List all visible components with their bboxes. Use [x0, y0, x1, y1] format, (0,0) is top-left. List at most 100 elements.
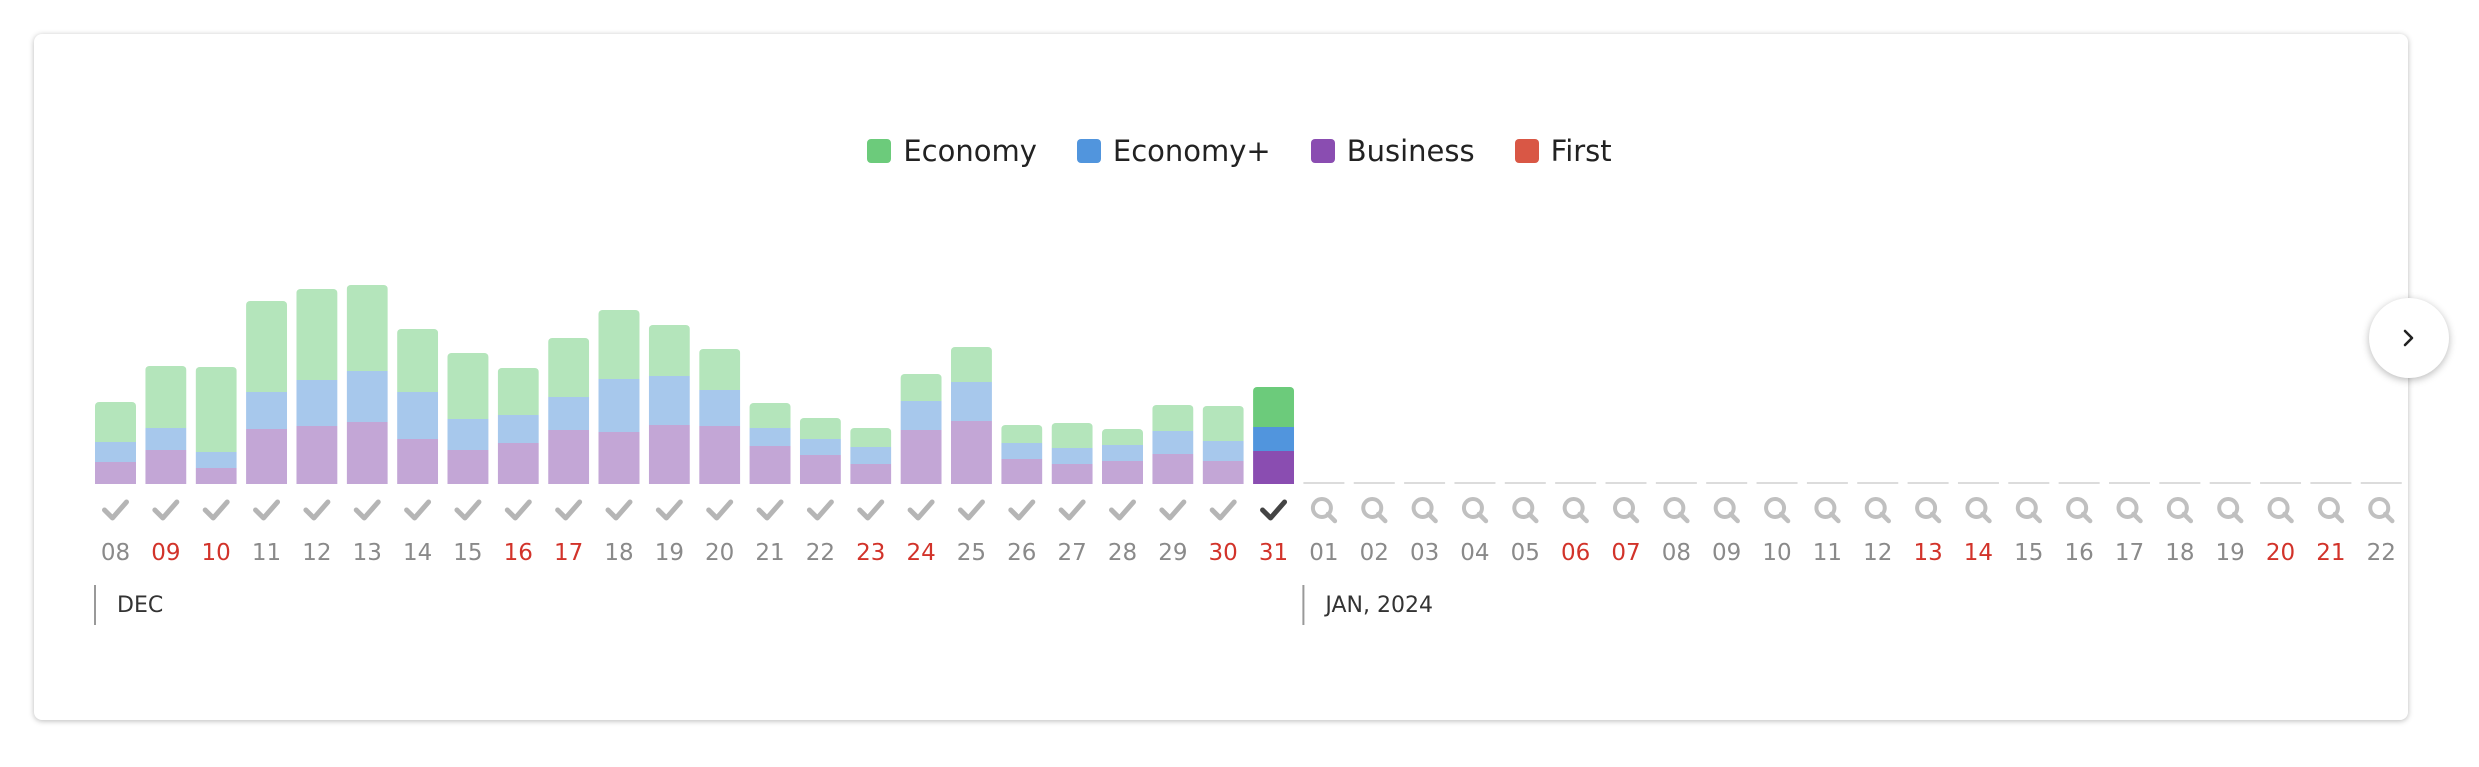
- bar-economy[interactable]: [195, 367, 237, 452]
- bar-stack-17[interactable]: [548, 338, 590, 484]
- bar-economy-plus[interactable]: [799, 439, 841, 455]
- bar-business[interactable]: [799, 455, 841, 484]
- bar-stack-13[interactable]: [346, 285, 388, 484]
- bar-economy-plus[interactable]: [598, 379, 640, 432]
- bar-economy-plus[interactable]: [699, 390, 741, 426]
- bar-economy-plus[interactable]: [195, 452, 237, 468]
- bar-economy-plus[interactable]: [1253, 427, 1295, 451]
- bar-economy-plus[interactable]: [1102, 445, 1143, 461]
- bar-economy[interactable]: [1102, 429, 1143, 445]
- bar-business[interactable]: [1001, 459, 1043, 484]
- bar-business[interactable]: [195, 468, 237, 484]
- legend-item-first[interactable]: First: [1514, 134, 1612, 168]
- bar-economy[interactable]: [1152, 405, 1194, 431]
- bar-economy[interactable]: [548, 338, 590, 397]
- bar-business[interactable]: [950, 421, 992, 484]
- bar-economy[interactable]: [246, 301, 288, 392]
- bar-economy[interactable]: [1001, 425, 1043, 443]
- bar-economy[interactable]: [145, 366, 187, 428]
- next-page-button[interactable]: [2369, 298, 2449, 378]
- bar-business[interactable]: [145, 450, 187, 484]
- bar-stack-26[interactable]: [1001, 425, 1043, 484]
- legend-item-economy-plus[interactable]: Economy+: [1076, 134, 1271, 168]
- bar-economy-plus[interactable]: [95, 442, 136, 462]
- legend-item-economy[interactable]: Economy: [867, 134, 1037, 168]
- bar-business[interactable]: [749, 446, 791, 484]
- bar-economy[interactable]: [397, 329, 439, 392]
- bar-economy-plus[interactable]: [749, 428, 791, 446]
- bar-economy[interactable]: [296, 289, 338, 380]
- bar-business[interactable]: [296, 426, 338, 484]
- bar-economy-plus[interactable]: [950, 382, 992, 421]
- bar-stack-19[interactable]: [648, 325, 690, 484]
- bar-economy-plus[interactable]: [246, 392, 288, 429]
- bar-stack-14[interactable]: [397, 329, 439, 484]
- bar-economy[interactable]: [346, 285, 388, 371]
- bar-economy[interactable]: [1253, 387, 1295, 427]
- bar-economy-plus[interactable]: [447, 419, 489, 450]
- bar-business[interactable]: [1152, 454, 1194, 484]
- bar-economy[interactable]: [699, 349, 741, 390]
- bar-economy[interactable]: [850, 428, 892, 447]
- bar-business[interactable]: [497, 443, 539, 484]
- bar-stack-31[interactable]: [1253, 387, 1295, 484]
- bar-stack-25[interactable]: [950, 347, 992, 484]
- bar-business[interactable]: [548, 430, 590, 484]
- bar-business[interactable]: [1051, 464, 1093, 484]
- bar-stack-24[interactable]: [900, 374, 942, 484]
- bar-stack-12[interactable]: [296, 289, 338, 484]
- bar-economy-plus[interactable]: [497, 415, 539, 443]
- bar-business[interactable]: [397, 439, 439, 484]
- bar-stack-23[interactable]: [850, 428, 892, 484]
- bar-economy-plus[interactable]: [397, 392, 439, 439]
- bar-stack-29[interactable]: [1152, 405, 1194, 484]
- bar-business[interactable]: [900, 430, 942, 484]
- bar-economy-plus[interactable]: [296, 380, 338, 426]
- bar-stack-08[interactable]: [95, 402, 136, 484]
- bar-stack-22[interactable]: [799, 418, 841, 484]
- bar-stack-21[interactable]: [749, 403, 791, 484]
- bar-business[interactable]: [1102, 461, 1143, 484]
- bar-economy-plus[interactable]: [1051, 448, 1093, 464]
- bar-business[interactable]: [1202, 461, 1244, 484]
- bar-economy[interactable]: [598, 310, 640, 379]
- bar-economy-plus[interactable]: [145, 428, 187, 450]
- bar-economy[interactable]: [447, 353, 489, 419]
- bar-business[interactable]: [648, 425, 690, 484]
- bar-economy-plus[interactable]: [900, 401, 942, 430]
- bar-stack-10[interactable]: [195, 367, 237, 484]
- bar-business[interactable]: [447, 450, 489, 484]
- bar-economy-plus[interactable]: [850, 447, 892, 464]
- bar-economy-plus[interactable]: [1202, 441, 1244, 461]
- bar-business[interactable]: [598, 432, 640, 484]
- bar-stack-27[interactable]: [1051, 423, 1093, 484]
- bar-business[interactable]: [346, 422, 388, 484]
- bar-economy[interactable]: [497, 368, 539, 415]
- bar-stack-30[interactable]: [1202, 406, 1244, 484]
- legend-item-business[interactable]: Business: [1310, 134, 1475, 168]
- bar-economy[interactable]: [900, 374, 942, 401]
- bar-economy-plus[interactable]: [548, 397, 590, 430]
- bar-business[interactable]: [850, 464, 892, 484]
- bar-economy[interactable]: [749, 403, 791, 428]
- bar-economy-plus[interactable]: [648, 376, 690, 425]
- bar-stack-11[interactable]: [246, 301, 288, 484]
- bar-stack-15[interactable]: [447, 353, 489, 484]
- bar-business[interactable]: [699, 426, 741, 484]
- bar-stack-20[interactable]: [699, 349, 741, 484]
- bar-economy-plus[interactable]: [1152, 431, 1194, 454]
- bar-stack-28[interactable]: [1102, 429, 1143, 484]
- bar-business[interactable]: [95, 462, 136, 484]
- bar-business[interactable]: [246, 429, 288, 484]
- bar-stack-18[interactable]: [598, 310, 640, 484]
- bar-stack-09[interactable]: [145, 366, 187, 484]
- bar-economy[interactable]: [950, 347, 992, 382]
- bar-economy[interactable]: [1202, 406, 1244, 441]
- bar-stack-16[interactable]: [497, 368, 539, 484]
- bar-economy-plus[interactable]: [1001, 443, 1043, 459]
- bar-economy[interactable]: [95, 402, 136, 442]
- bar-economy-plus[interactable]: [346, 371, 388, 422]
- bar-economy[interactable]: [1051, 423, 1093, 448]
- bar-economy[interactable]: [799, 418, 841, 439]
- bar-business[interactable]: [1253, 451, 1295, 484]
